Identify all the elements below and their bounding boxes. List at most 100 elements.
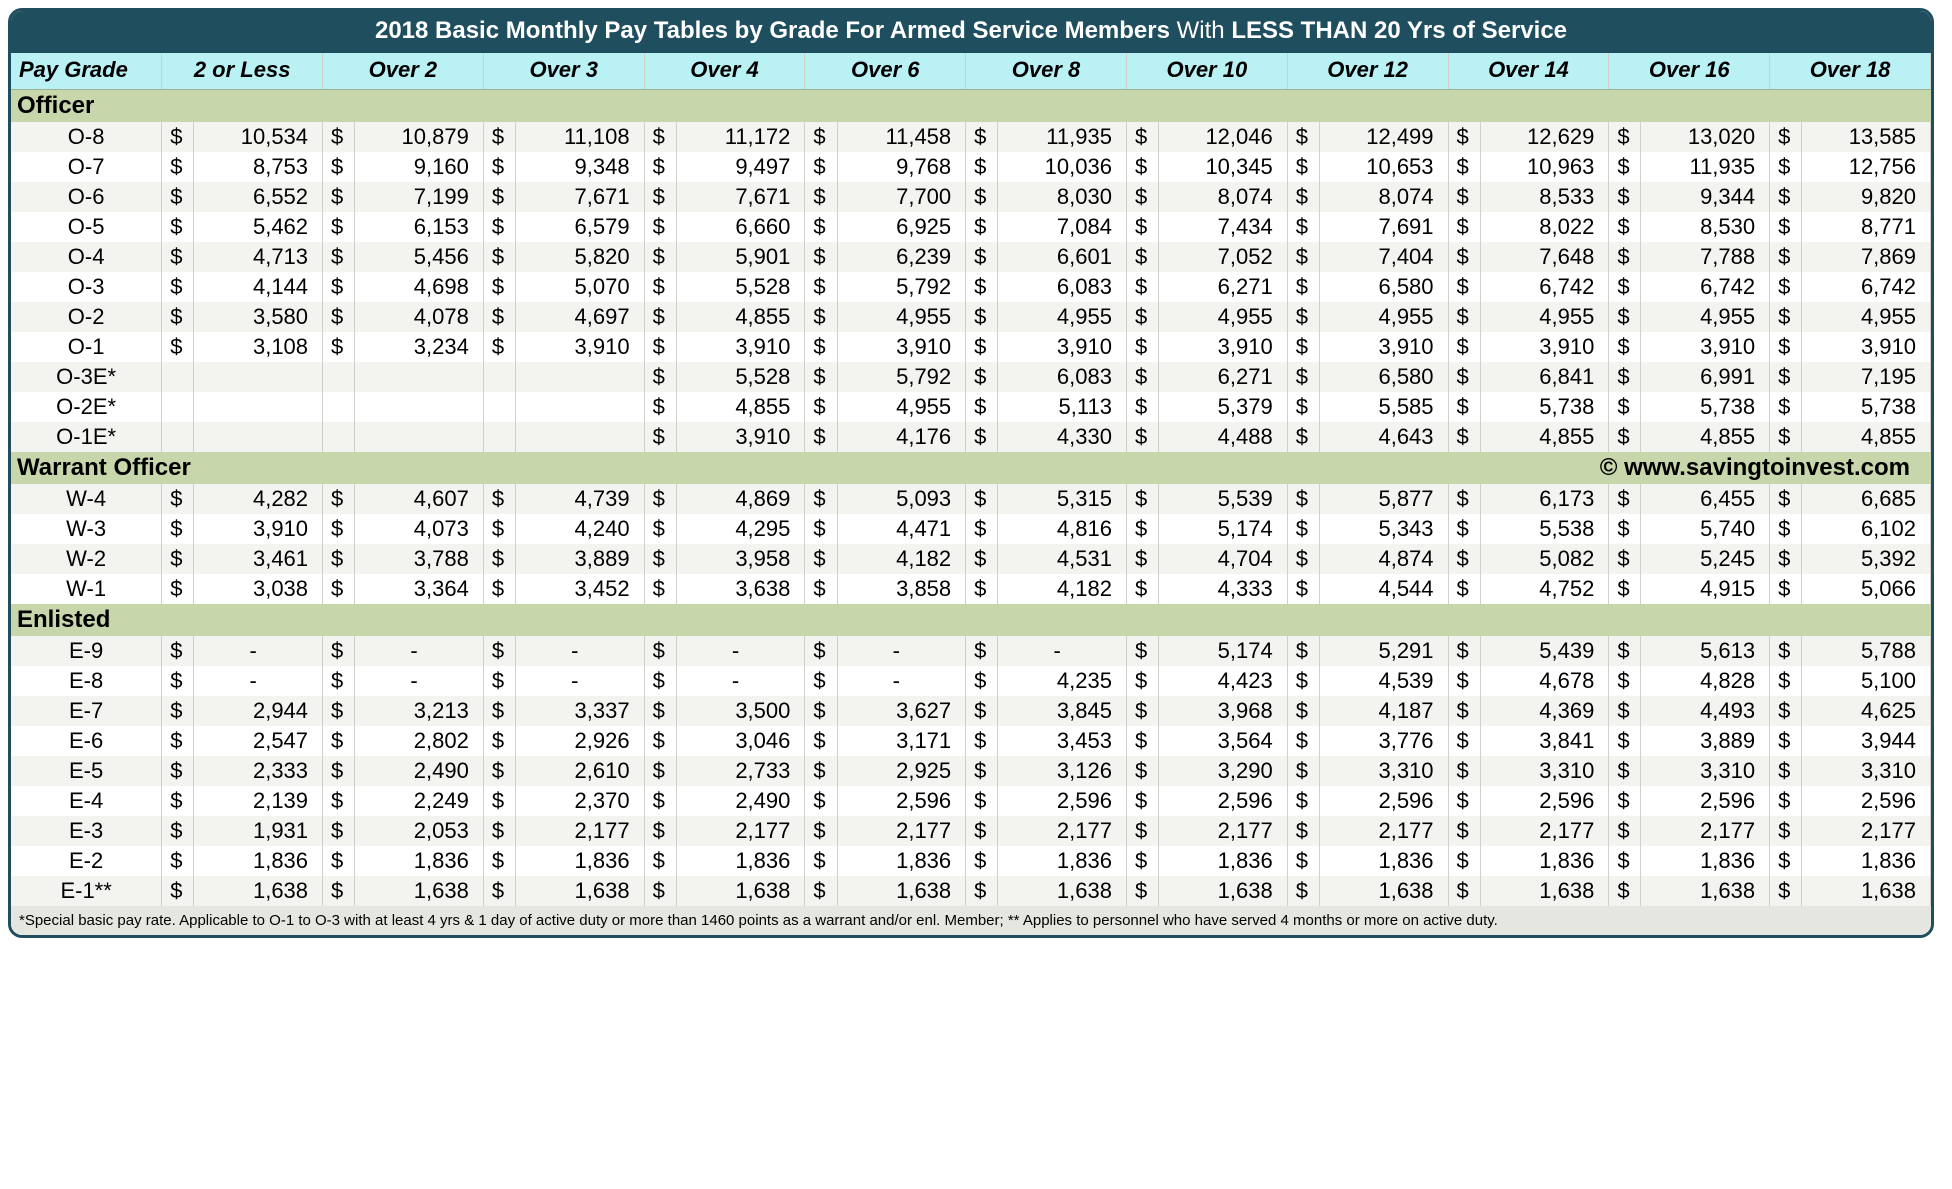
currency-symbol: $ xyxy=(323,272,355,302)
currency-symbol: $ xyxy=(483,302,515,332)
currency-symbol: $ xyxy=(1448,786,1480,816)
value-cell: 2,053 xyxy=(355,816,484,846)
currency-symbol: $ xyxy=(323,302,355,332)
currency-symbol: $ xyxy=(323,122,355,152)
value-cell: - xyxy=(676,636,805,666)
value-cell: 5,392 xyxy=(1802,544,1931,574)
currency-symbol: $ xyxy=(483,212,515,242)
copyright-text: © www.savingtoinvest.com xyxy=(1448,452,1930,484)
currency-symbol: $ xyxy=(483,514,515,544)
currency-symbol: $ xyxy=(644,544,676,574)
currency-symbol: $ xyxy=(1126,302,1158,332)
footnote-text: *Special basic pay rate. Applicable to O… xyxy=(11,906,1931,935)
currency-symbol: $ xyxy=(1609,846,1641,876)
column-header: Over 8 xyxy=(966,53,1127,90)
value-cell: 13,020 xyxy=(1641,122,1770,152)
value-cell: 12,499 xyxy=(1319,122,1448,152)
currency-symbol: $ xyxy=(162,574,194,604)
value-cell: 3,452 xyxy=(515,574,644,604)
currency-symbol: $ xyxy=(1770,182,1802,212)
currency-symbol: $ xyxy=(805,392,837,422)
table-row: O-8$10,534$10,879$11,108$11,172$11,458$1… xyxy=(11,122,1931,152)
value-cell: 4,869 xyxy=(676,484,805,514)
value-cell: 7,648 xyxy=(1480,242,1609,272)
value-cell: 6,580 xyxy=(1319,272,1448,302)
value-cell: 2,596 xyxy=(998,786,1127,816)
value-cell: 1,836 xyxy=(837,846,966,876)
currency-symbol: $ xyxy=(162,514,194,544)
currency-symbol: $ xyxy=(1126,636,1158,666)
currency-symbol xyxy=(162,392,194,422)
currency-symbol: $ xyxy=(323,696,355,726)
value-cell: 4,607 xyxy=(355,484,484,514)
grade-cell: E-8 xyxy=(11,666,162,696)
value-cell xyxy=(194,362,323,392)
currency-symbol: $ xyxy=(162,726,194,756)
grade-cell: E-5 xyxy=(11,756,162,786)
currency-symbol: $ xyxy=(1609,152,1641,182)
currency-symbol: $ xyxy=(644,242,676,272)
currency-symbol xyxy=(483,422,515,452)
value-cell: 3,310 xyxy=(1641,756,1770,786)
currency-symbol: $ xyxy=(162,212,194,242)
currency-symbol: $ xyxy=(1126,756,1158,786)
value-cell: 10,879 xyxy=(355,122,484,152)
value-cell: 7,671 xyxy=(515,182,644,212)
value-cell: 9,160 xyxy=(355,152,484,182)
currency-symbol: $ xyxy=(1448,122,1480,152)
value-cell: 4,078 xyxy=(355,302,484,332)
value-cell: 1,836 xyxy=(998,846,1127,876)
value-cell: - xyxy=(515,666,644,696)
currency-symbol: $ xyxy=(1287,786,1319,816)
value-cell: 5,877 xyxy=(1319,484,1448,514)
value-cell xyxy=(355,422,484,452)
value-cell: 1,836 xyxy=(355,846,484,876)
currency-symbol: $ xyxy=(1609,362,1641,392)
value-cell: 2,177 xyxy=(676,816,805,846)
value-cell: 8,771 xyxy=(1802,212,1931,242)
currency-symbol: $ xyxy=(1126,816,1158,846)
value-cell: 6,271 xyxy=(1159,272,1288,302)
value-cell: 3,910 xyxy=(676,422,805,452)
currency-symbol: $ xyxy=(483,574,515,604)
grade-cell: W-4 xyxy=(11,484,162,514)
currency-symbol: $ xyxy=(483,876,515,906)
table-row: W-1$3,038$3,364$3,452$3,638$3,858$4,182$… xyxy=(11,574,1931,604)
currency-symbol: $ xyxy=(483,152,515,182)
value-cell: 3,788 xyxy=(355,544,484,574)
currency-symbol: $ xyxy=(805,182,837,212)
value-cell: 5,093 xyxy=(837,484,966,514)
currency-symbol: $ xyxy=(644,574,676,604)
value-cell: 5,740 xyxy=(1641,514,1770,544)
currency-symbol: $ xyxy=(644,272,676,302)
value-cell: 4,282 xyxy=(194,484,323,514)
currency-symbol: $ xyxy=(1609,544,1641,574)
table-row: O-4$4,713$5,456$5,820$5,901$6,239$6,601$… xyxy=(11,242,1931,272)
currency-symbol: $ xyxy=(1609,636,1641,666)
currency-symbol: $ xyxy=(1770,212,1802,242)
value-cell xyxy=(515,362,644,392)
table-row: O-1$3,108$3,234$3,910$3,910$3,910$3,910$… xyxy=(11,332,1931,362)
value-cell: 2,596 xyxy=(1641,786,1770,816)
value-cell: 3,310 xyxy=(1319,756,1448,786)
currency-symbol: $ xyxy=(162,846,194,876)
currency-symbol: $ xyxy=(323,666,355,696)
currency-symbol: $ xyxy=(1287,816,1319,846)
value-cell: 4,855 xyxy=(676,302,805,332)
value-cell: 3,910 xyxy=(837,332,966,362)
currency-symbol: $ xyxy=(1448,362,1480,392)
value-cell: 4,182 xyxy=(837,544,966,574)
currency-symbol: $ xyxy=(1287,514,1319,544)
value-cell: 3,968 xyxy=(1159,696,1288,726)
value-cell: 4,698 xyxy=(355,272,484,302)
value-cell: 3,910 xyxy=(1319,332,1448,362)
currency-symbol: $ xyxy=(1609,332,1641,362)
currency-symbol: $ xyxy=(966,726,998,756)
table-row: W-2$3,461$3,788$3,889$3,958$4,182$4,531$… xyxy=(11,544,1931,574)
value-cell: 2,177 xyxy=(1480,816,1609,846)
currency-symbol: $ xyxy=(1126,846,1158,876)
currency-symbol: $ xyxy=(966,846,998,876)
value-cell: 4,874 xyxy=(1319,544,1448,574)
value-cell: 4,471 xyxy=(837,514,966,544)
value-cell xyxy=(194,392,323,422)
